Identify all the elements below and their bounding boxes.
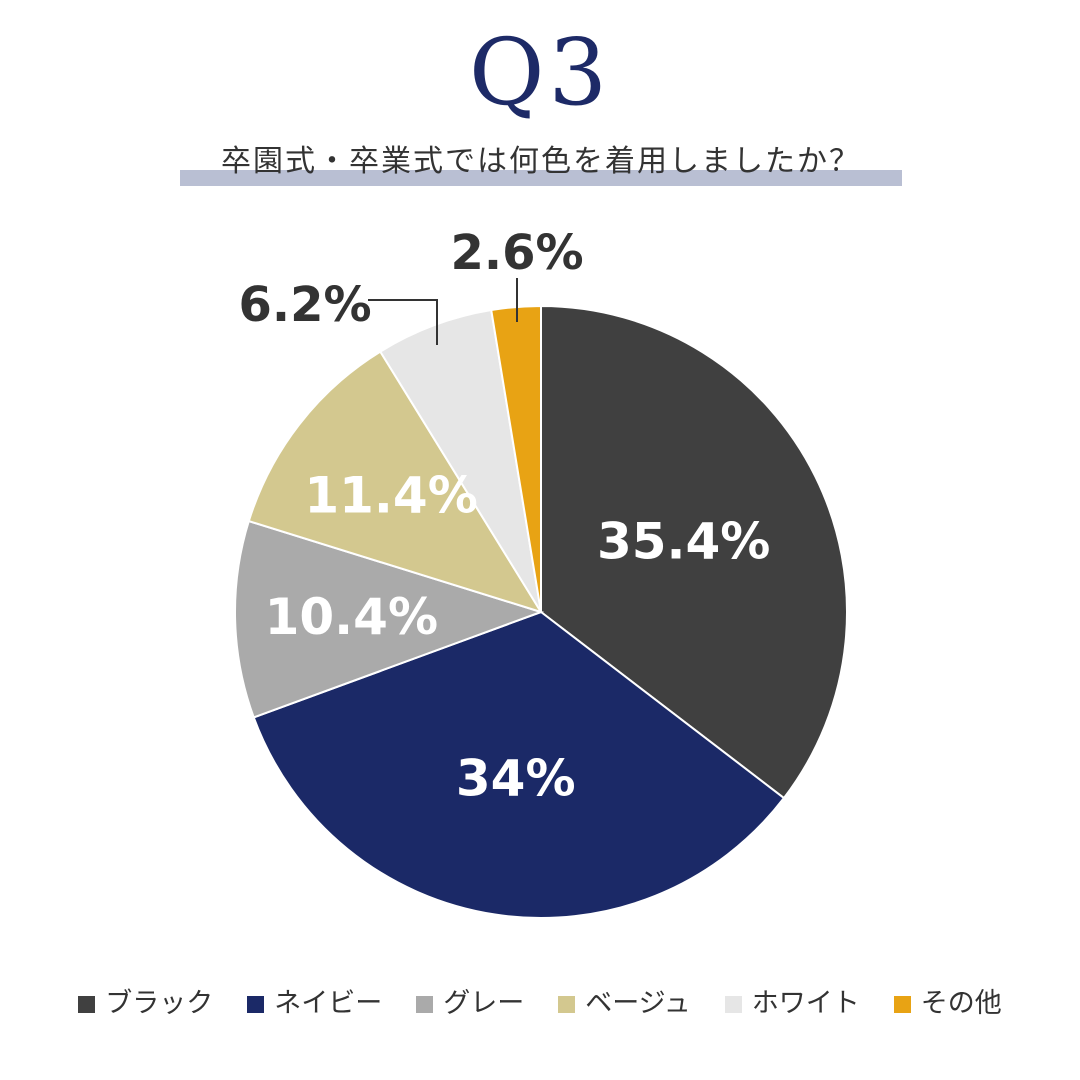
legend-swatch — [558, 995, 576, 1013]
question-text: 卒園式・卒業式では何色を着用しましたか？ — [221, 144, 861, 179]
legend-item-3: グレー — [416, 984, 524, 1024]
legend-label: グレー — [443, 988, 525, 1019]
pie-slice-5 — [378, 308, 542, 613]
slice-label-4: 11.4% — [304, 467, 477, 525]
slice-label-1: 35.4% — [597, 513, 770, 571]
legend-item-4: ベージュ — [558, 984, 691, 1024]
legend-swatch — [416, 995, 434, 1013]
slice-label-5: 6.2% — [238, 277, 371, 333]
question-title: Q3 — [469, 19, 611, 126]
legend-item-2: ネイビー — [247, 984, 382, 1024]
slice-label-2: 34% — [456, 749, 576, 807]
legend-swatch — [893, 995, 911, 1013]
legend-label: ネイビー — [274, 988, 383, 1019]
legend-label: ホワイト — [751, 988, 860, 1019]
legend-label: ブラック — [105, 988, 214, 1019]
legend-label: ベージュ — [585, 988, 691, 1019]
legend-item-1: ブラック — [78, 984, 213, 1024]
slice-labels: 35.4% 34% 10.4% 11.4% 6.2% 2.6% — [238, 225, 770, 807]
leader-line-5 — [368, 299, 438, 345]
slice-label-3: 10.4% — [265, 588, 438, 646]
pie-slice-1 — [540, 304, 848, 800]
legend-item-6: その他 — [893, 984, 1002, 1024]
pie-slice-3 — [234, 519, 545, 719]
legend-item-5: ホワイト — [724, 984, 860, 1024]
slice-label-6: 2.6% — [450, 225, 583, 281]
legend-swatch — [247, 995, 265, 1013]
leader-lines — [368, 278, 518, 345]
legend-swatch — [724, 995, 742, 1013]
chart-legend: ブラック ネイビー グレー ベージュ ホワイト その他 — [0, 984, 1080, 1024]
legend-swatch — [78, 995, 96, 1013]
pie-slice-4 — [247, 350, 544, 614]
subtitle-highlight-bar — [180, 170, 902, 186]
pie-slice-2 — [252, 610, 786, 919]
legend-label: その他 — [920, 988, 1002, 1019]
pie-slices — [234, 304, 848, 919]
